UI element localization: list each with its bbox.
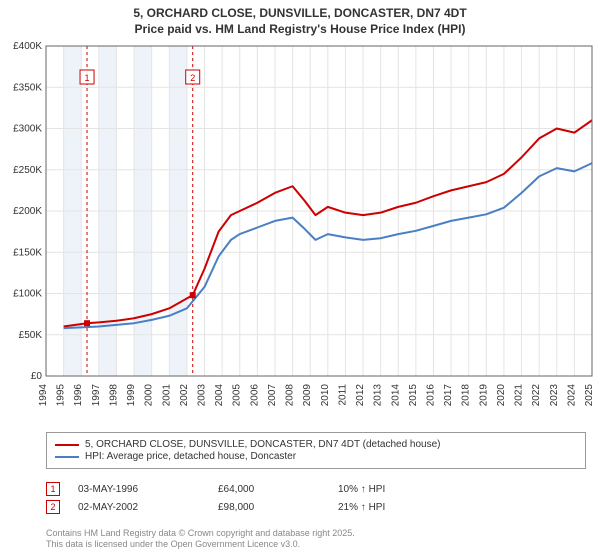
sale-row: 2 02-MAY-2002£98,00021% ↑ HPI [46,500,586,514]
svg-text:£100K: £100K [13,289,42,300]
legend-label: 5, ORCHARD CLOSE, DUNSVILLE, DONCASTER, … [85,439,441,450]
svg-text:2025: 2025 [584,384,595,407]
svg-text:2005: 2005 [232,384,243,407]
svg-text:2011: 2011 [337,384,348,406]
legend-row: 5, ORCHARD CLOSE, DUNSVILLE, DONCASTER, … [55,439,577,450]
svg-text:2018: 2018 [461,384,472,407]
footer-line-1: Contains HM Land Registry data © Crown c… [46,528,355,538]
sale-price: £64,000 [218,484,338,495]
sale-pct: 21% ↑ HPI [338,502,458,513]
svg-text:£250K: £250K [13,165,42,176]
svg-text:2021: 2021 [514,384,525,407]
svg-text:£400K: £400K [13,42,42,52]
svg-text:1998: 1998 [108,384,119,407]
sale-price: £98,000 [218,502,338,513]
svg-text:2013: 2013 [373,384,384,407]
svg-text:2022: 2022 [531,384,542,407]
svg-text:2024: 2024 [566,384,577,407]
title-line-2: Price paid vs. HM Land Registry's House … [135,22,466,36]
sale-marker: 1 [46,482,60,496]
svg-text:1997: 1997 [91,384,102,407]
svg-text:2006: 2006 [249,384,260,407]
legend-row: HPI: Average price, detached house, Donc… [55,451,577,462]
sale-pct: 10% ↑ HPI [338,484,458,495]
svg-text:2003: 2003 [197,384,208,407]
legend-swatch [55,444,79,446]
legend-label: HPI: Average price, detached house, Donc… [85,451,296,462]
svg-text:£200K: £200K [13,206,42,217]
svg-text:2000: 2000 [144,384,155,407]
chart-plot: £0 £50K £100K £150K £200K £250K £300K £350K £400… [0,42,600,422]
svg-text:2012: 2012 [355,384,366,407]
svg-text:2007: 2007 [267,384,278,407]
svg-text:£150K: £150K [13,247,42,258]
sales-table: 1 03-MAY-1996£64,00010% ↑ HPI 2 02-MAY-2002… [46,478,586,518]
svg-text:1999: 1999 [126,384,137,407]
footer-line-2: This data is licensed under the Open Gov… [46,539,300,549]
svg-text:£300K: £300K [13,124,42,135]
svg-text:2015: 2015 [408,384,419,407]
footer-attribution: Contains HM Land Registry data © Crown c… [46,528,355,551]
svg-text:2020: 2020 [496,384,507,407]
svg-text:2014: 2014 [390,384,401,407]
legend-box: 5, ORCHARD CLOSE, DUNSVILLE, DONCASTER, … [46,432,586,469]
svg-text:2008: 2008 [285,384,296,407]
svg-text:2001: 2001 [161,384,172,407]
svg-text:1994: 1994 [38,384,49,407]
svg-text:2004: 2004 [214,384,225,407]
svg-text:£50K: £50K [19,330,43,341]
svg-text:1: 1 [85,73,90,83]
chart-svg: £0 £50K £100K £150K £200K £250K £300K £350K £400… [0,42,600,422]
chart-title: 5, ORCHARD CLOSE, DUNSVILLE, DONCASTER, … [0,0,600,37]
svg-text:1995: 1995 [56,384,67,407]
sale-marker: 2 [46,500,60,514]
svg-text:2023: 2023 [549,384,560,407]
svg-text:2017: 2017 [443,384,454,407]
sale-date: 02-MAY-2002 [78,502,218,513]
legend-swatch [55,456,79,458]
svg-text:£0: £0 [31,371,43,382]
svg-text:2010: 2010 [320,384,331,407]
svg-text:2019: 2019 [478,384,489,407]
svg-text:£350K: £350K [13,82,42,93]
sale-date: 03-MAY-1996 [78,484,218,495]
title-line-1: 5, ORCHARD CLOSE, DUNSVILLE, DONCASTER, … [133,6,466,20]
svg-text:2009: 2009 [302,384,313,407]
svg-text:1996: 1996 [73,384,84,407]
svg-text:2016: 2016 [425,384,436,407]
svg-text:2002: 2002 [179,384,190,407]
chart-container: 5, ORCHARD CLOSE, DUNSVILLE, DONCASTER, … [0,0,600,560]
sale-row: 1 03-MAY-1996£64,00010% ↑ HPI [46,482,586,496]
svg-text:2: 2 [190,73,195,83]
